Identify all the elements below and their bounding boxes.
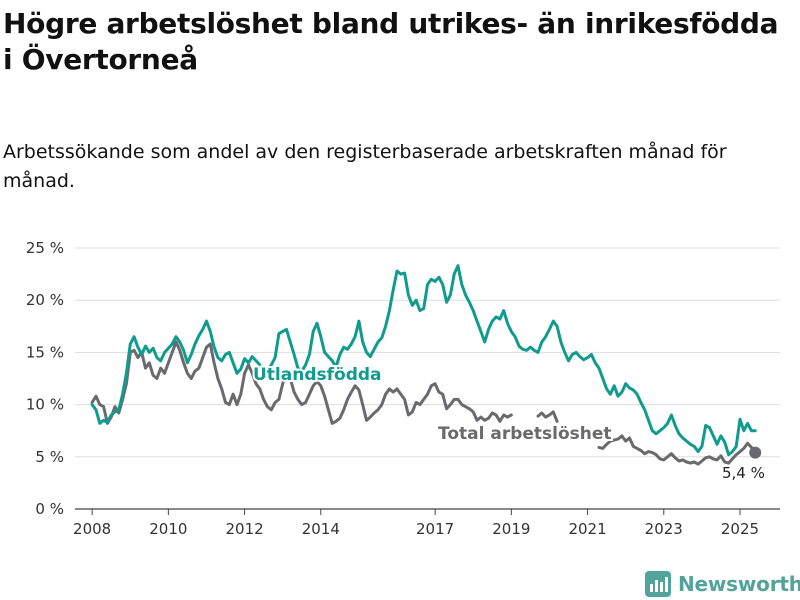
newsworthy-brand: Newsworthy xyxy=(645,570,800,598)
x-axis-ticks: 2008 2010 2012 2014 2017 2019 2021 2023 2025 xyxy=(73,509,759,538)
x-tick-label: 2025 xyxy=(721,520,759,538)
chart-title: Högre arbetslöshet bland utrikes- än inr… xyxy=(3,7,779,76)
x-tick-label: 2014 xyxy=(302,520,340,538)
y-tick-label: 0 % xyxy=(35,500,64,518)
y-tick-label: 10 % xyxy=(26,396,64,414)
x-tick-label: 2008 xyxy=(73,520,111,538)
y-tick-label: 25 % xyxy=(26,239,64,257)
y-tick-label: 15 % xyxy=(26,343,64,361)
x-tick-label: 2010 xyxy=(149,520,187,538)
newsworthy-logo-icon xyxy=(645,571,671,597)
brand-name: Newsworthy xyxy=(678,572,800,596)
y-tick-label: 5 % xyxy=(35,448,64,466)
series-label-total-arbetsloshet: Total arbetslöshet xyxy=(438,424,612,444)
series-lines xyxy=(90,264,757,466)
end-value-label: 5,4 % xyxy=(722,464,765,482)
series-label-utlandsfodda: Utlandsfödda xyxy=(253,365,382,385)
series-line-utlandsfodda xyxy=(90,264,757,457)
y-tick-label: 20 % xyxy=(26,291,64,309)
x-tick-label: 2017 xyxy=(416,520,454,538)
end-point-marker xyxy=(749,446,762,459)
y-axis-ticks: 0 % 5 % 10 % 15 % 20 % 25 % xyxy=(26,239,64,518)
series-line-total-arbetsloshet xyxy=(90,340,757,466)
x-tick-label: 2023 xyxy=(645,520,683,538)
chart-subtitle: Arbetssökande som andel av den registerb… xyxy=(3,141,727,192)
x-tick-label: 2021 xyxy=(568,520,606,538)
x-tick-label: 2019 xyxy=(492,520,530,538)
x-tick-label: 2012 xyxy=(225,520,263,538)
